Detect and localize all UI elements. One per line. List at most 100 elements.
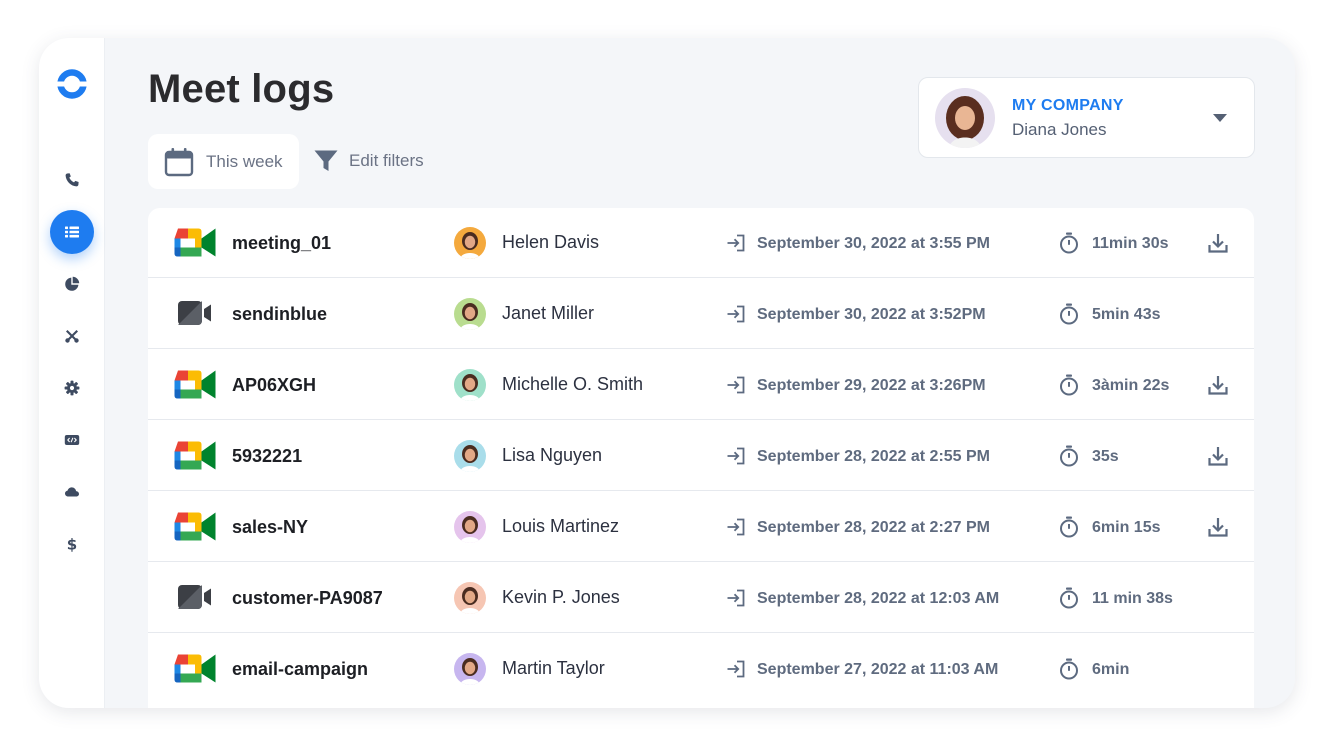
gear-icon <box>64 380 80 396</box>
svg-text:$: $ <box>67 536 77 552</box>
sidebar-item-tools[interactable] <box>50 314 94 358</box>
sign-in-icon <box>727 518 745 536</box>
join-time: September 27, 2022 at 11:03 AM <box>757 661 999 678</box>
filter-icon <box>314 150 338 171</box>
participant-name: Louis Martinez <box>502 516 620 536</box>
meeting-name: AP06XGH <box>232 375 317 395</box>
chevron-down-icon[interactable] <box>1213 114 1227 123</box>
download-icon[interactable] <box>1207 445 1229 467</box>
sidebar-item-billing[interactable]: $ <box>50 522 94 566</box>
code-icon <box>64 435 80 445</box>
company-name: MY COMPANY <box>1012 97 1124 114</box>
participant-name: Martin Taylor <box>502 658 605 678</box>
meeting-name: meeting_01 <box>232 233 332 253</box>
table-row[interactable]: sendinblue Janet Miller September 30, 2022… <box>148 279 1254 349</box>
stopwatch-icon <box>1060 587 1078 609</box>
table-row[interactable]: customer-PA9087 Kevin P. Jones September 2… <box>148 563 1254 633</box>
app-window: $ Meet logs This week Edit filters <box>39 38 1295 708</box>
sidebar-item-analytics[interactable] <box>50 262 94 306</box>
call-duration: 35s <box>1092 448 1119 465</box>
cloud-icon <box>65 487 79 497</box>
sidebar-item-settings[interactable] <box>50 366 94 410</box>
participant-name: Janet Miller <box>502 303 595 323</box>
sign-in-icon <box>727 660 745 678</box>
video-camera-icon <box>178 585 211 609</box>
meeting-name: email-campaign <box>232 659 369 679</box>
call-duration: 6min 15s <box>1092 519 1161 536</box>
avatar <box>454 369 486 401</box>
participant-name: Lisa Nguyen <box>502 445 603 465</box>
meeting-name: sendinblue <box>232 304 328 324</box>
avatar <box>454 582 486 614</box>
google-meet-icon <box>174 512 216 541</box>
tools-icon <box>65 330 79 343</box>
date-range-filter[interactable]: This week <box>148 134 299 189</box>
account-switcher[interactable]: MY COMPANY Diana Jones <box>918 77 1255 158</box>
call-duration: 3àmin 22s <box>1092 377 1170 394</box>
phone-icon <box>65 173 79 187</box>
participant-name: Michelle O. Smith <box>502 374 644 394</box>
avatar <box>935 88 995 148</box>
participant-name: Kevin P. Jones <box>502 587 620 607</box>
download-icon[interactable] <box>1207 232 1229 254</box>
dollar-icon: $ <box>67 536 77 552</box>
edit-filters-button[interactable]: Edit filters <box>313 146 424 176</box>
stopwatch-icon <box>1060 445 1078 467</box>
call-duration: 5min 43s <box>1092 306 1161 323</box>
sidebar-item-calls[interactable] <box>50 158 94 202</box>
google-meet-icon <box>174 654 216 683</box>
table-row[interactable]: sales-NY Louis Martinez September 28, 2022… <box>148 492 1254 562</box>
logo-icon[interactable] <box>56 68 88 100</box>
join-time: September 28, 2022 at 2:27 PM <box>757 519 991 536</box>
stopwatch-icon <box>1060 232 1078 254</box>
join-time: September 28, 2022 at 12:03 AM <box>757 590 1000 607</box>
video-camera-icon <box>178 301 211 325</box>
stopwatch-icon <box>1060 516 1078 538</box>
join-time: September 30, 2022 at 3:55 PM <box>757 235 991 252</box>
date-range-label: This week <box>206 151 283 171</box>
table-row[interactable]: email-campaign Martin Taylor September 27,… <box>148 634 1254 704</box>
avatar <box>454 298 486 330</box>
meeting-name: sales-NY <box>232 517 309 537</box>
google-meet-icon <box>174 370 216 399</box>
sign-in-icon <box>727 447 745 465</box>
avatar <box>454 511 486 543</box>
avatar <box>454 440 486 472</box>
sidebar-item-developer[interactable] <box>50 418 94 462</box>
join-time: September 30, 2022 at 3:52PM <box>757 306 986 323</box>
download-icon[interactable] <box>1207 516 1229 538</box>
sidebar-item-integrations[interactable] <box>50 470 94 514</box>
avatar <box>454 227 486 259</box>
call-duration: 11 min 38s <box>1092 590 1173 607</box>
sidebar: $ <box>39 38 105 708</box>
page-title: Meet logs <box>148 67 335 111</box>
calendar-icon <box>164 147 194 176</box>
sidebar-item-logs[interactable] <box>50 210 94 254</box>
meeting-name: customer-PA9087 <box>232 588 383 608</box>
stopwatch-icon <box>1060 374 1078 396</box>
edit-filters-label: Edit filters <box>349 151 424 170</box>
join-time: September 28, 2022 at 2:55 PM <box>757 448 991 465</box>
sign-in-icon <box>727 589 745 607</box>
join-time: September 29, 2022 at 3:26PM <box>757 377 986 394</box>
meet-logs-table: meeting_01 Helen Davis September 30, 2022 … <box>148 208 1254 708</box>
user-name: Diana Jones <box>1012 120 1107 139</box>
sign-in-icon <box>727 234 745 252</box>
google-meet-icon <box>174 228 216 257</box>
avatar <box>454 653 486 685</box>
pie-chart-icon <box>65 276 80 291</box>
google-meet-icon <box>174 441 216 470</box>
participant-name: Helen Davis <box>502 232 600 252</box>
sign-in-icon <box>727 305 745 323</box>
download-icon[interactable] <box>1207 374 1229 396</box>
call-duration: 6min <box>1092 661 1130 678</box>
table-row[interactable]: 5932221 Lisa Nguyen September 28, 2022 at … <box>148 421 1254 491</box>
meeting-name: 5932221 <box>232 446 303 466</box>
stopwatch-icon <box>1060 658 1078 680</box>
table-row[interactable]: meeting_01 Helen Davis September 30, 2022 … <box>148 208 1254 278</box>
list-icon <box>65 226 79 238</box>
stopwatch-icon <box>1060 303 1078 325</box>
call-duration: 11min 30s <box>1092 235 1169 252</box>
sign-in-icon <box>727 376 745 394</box>
table-row[interactable]: AP06XGH Michelle O. Smith September 29, 20… <box>148 350 1254 420</box>
